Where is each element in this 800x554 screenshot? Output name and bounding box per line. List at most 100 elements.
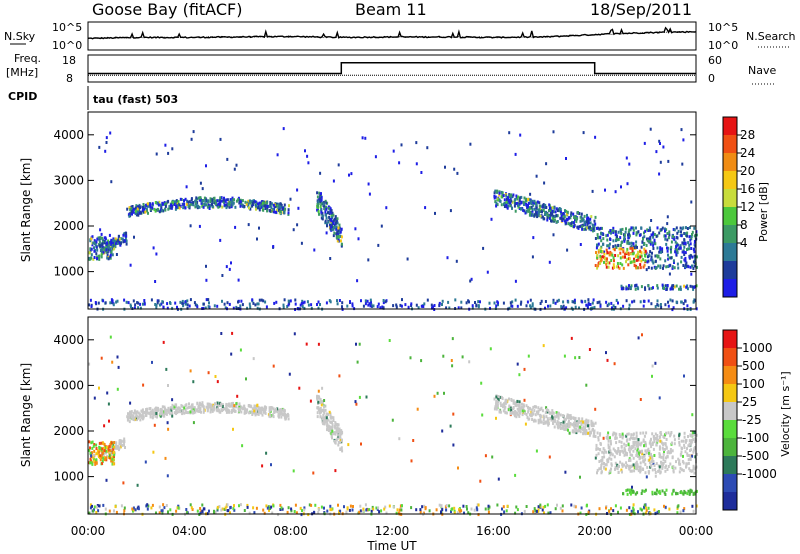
echo-cell xyxy=(683,435,686,439)
echo-cell xyxy=(556,209,559,212)
echo-cell xyxy=(192,380,195,384)
echo-cell xyxy=(106,445,109,449)
echo-cell xyxy=(611,433,614,437)
echo-cell xyxy=(517,407,520,411)
echo-cell xyxy=(163,409,166,413)
echo-cell xyxy=(226,301,229,305)
echo-cell xyxy=(656,284,659,288)
echo-cell xyxy=(103,449,106,453)
echo-cell xyxy=(328,410,331,414)
echo-cell xyxy=(518,199,521,203)
echo-cell xyxy=(517,409,520,413)
echo-cell xyxy=(234,225,237,229)
echo-cell xyxy=(552,209,555,213)
echo-cell xyxy=(612,263,615,267)
echo-cell xyxy=(204,306,207,310)
echo-cell xyxy=(134,212,137,215)
echo-cell xyxy=(597,236,600,239)
echo-cell xyxy=(535,410,538,414)
echo-cell xyxy=(359,509,362,513)
echo-cell xyxy=(508,408,510,412)
nave-label: Nave xyxy=(748,64,776,77)
echo-cell xyxy=(625,489,628,493)
echo-cell xyxy=(579,425,582,429)
echo-cell xyxy=(650,266,653,270)
echo-cell xyxy=(329,412,332,416)
echo-cell xyxy=(151,360,153,364)
echo-cell xyxy=(653,508,656,512)
echo-cell xyxy=(539,503,542,507)
echo-cell xyxy=(664,505,667,509)
echo-cell xyxy=(201,404,204,408)
echo-cell xyxy=(161,411,164,415)
echo-cell xyxy=(579,243,582,246)
echo-cell xyxy=(502,301,505,305)
echo-cell xyxy=(603,252,606,256)
echo-cell xyxy=(210,405,213,409)
echo-cell xyxy=(562,426,565,430)
echo-cell xyxy=(688,256,691,260)
echo-cell xyxy=(95,252,98,256)
echo-cell xyxy=(93,249,96,253)
echo-cell xyxy=(659,303,662,306)
echo-cell xyxy=(364,503,367,507)
echo-cell xyxy=(265,305,268,309)
echo-cell xyxy=(684,440,687,444)
echo-cell xyxy=(229,204,232,207)
echo-cell xyxy=(673,228,676,232)
echo-cell xyxy=(192,130,195,134)
echo-cell xyxy=(639,300,642,304)
echo-cell xyxy=(199,507,202,510)
echo-cell xyxy=(271,511,274,515)
echo-cell xyxy=(560,422,563,426)
echo-cell xyxy=(150,506,153,510)
echo-cell xyxy=(201,401,204,405)
echo-cell xyxy=(268,411,271,415)
echo-cell xyxy=(169,412,172,416)
echo-cell xyxy=(188,402,190,406)
echo-cell xyxy=(682,454,684,458)
echo-cell xyxy=(192,411,195,415)
echo-cell xyxy=(98,238,101,242)
echo-cell xyxy=(635,434,638,438)
echo-cell xyxy=(211,408,214,412)
echo-cell xyxy=(629,246,632,250)
echo-cell xyxy=(597,242,600,246)
echo-cell xyxy=(262,407,265,411)
echo-cell xyxy=(581,427,584,431)
echo-cell xyxy=(332,419,335,422)
echo-cell xyxy=(665,431,668,435)
echo-cell xyxy=(294,503,297,507)
echo-cell xyxy=(410,302,413,306)
echo-cell xyxy=(270,463,272,467)
echo-cell xyxy=(171,403,174,407)
echo-cell xyxy=(159,409,162,413)
echo-cell xyxy=(183,406,186,410)
echo-cell xyxy=(323,399,326,402)
echo-cell xyxy=(669,298,672,302)
echo-cell xyxy=(524,211,527,215)
echo-cell xyxy=(580,422,583,425)
echo-cell xyxy=(358,342,361,346)
echo-cell xyxy=(634,287,637,291)
echo-cell xyxy=(665,228,668,232)
colorbar-tick-label: -25 xyxy=(742,413,762,427)
echo-cell xyxy=(122,233,125,237)
echo-cell xyxy=(320,198,323,202)
echo-cell xyxy=(317,406,320,410)
echo-cell xyxy=(200,410,202,414)
echo-cell xyxy=(236,394,239,398)
echo-cell xyxy=(629,490,632,494)
echo-cell xyxy=(322,422,325,426)
echo-cell xyxy=(505,411,508,415)
echo-cell xyxy=(486,270,489,274)
echo-cell xyxy=(209,197,212,201)
echo-cell xyxy=(618,266,621,270)
echo-cell xyxy=(582,432,585,436)
echo-cell xyxy=(655,488,658,492)
echo-cell xyxy=(164,204,167,208)
echo-cell xyxy=(233,167,236,171)
echo-cell xyxy=(680,128,683,132)
echo-cell xyxy=(93,239,96,243)
colorbar-swatch xyxy=(723,261,737,279)
